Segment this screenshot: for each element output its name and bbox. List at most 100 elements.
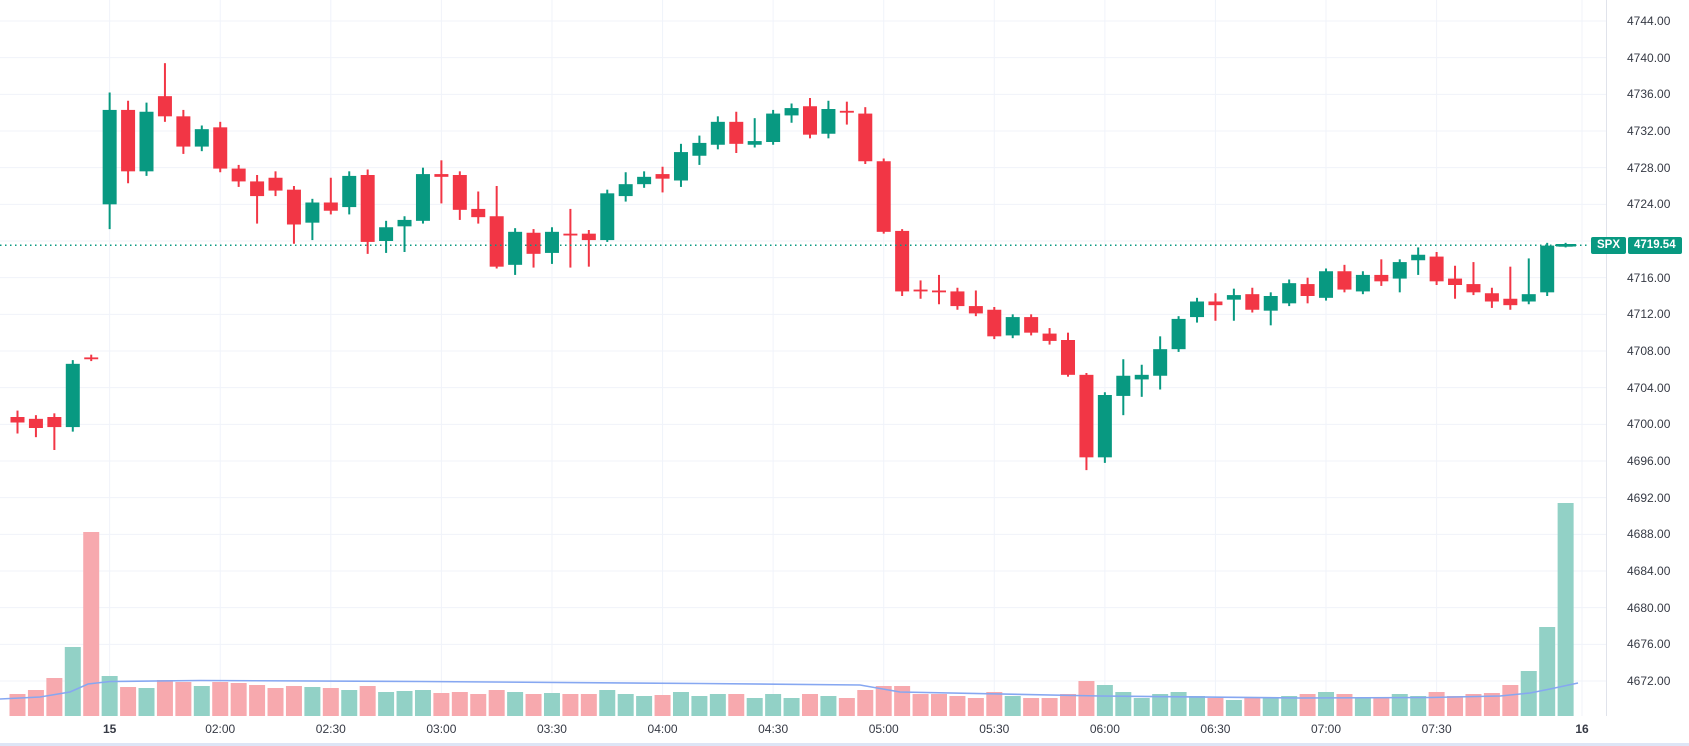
volume-bar[interactable] xyxy=(64,647,81,716)
candle[interactable] xyxy=(839,110,854,113)
candle[interactable] xyxy=(1337,271,1352,290)
volume-bar[interactable] xyxy=(691,696,708,716)
volume-bar[interactable] xyxy=(580,694,597,716)
volume-bar[interactable] xyxy=(156,680,173,716)
candle[interactable] xyxy=(747,141,762,145)
candle[interactable] xyxy=(1411,254,1426,261)
volume-bar[interactable] xyxy=(931,694,947,716)
candle[interactable] xyxy=(1448,278,1463,285)
candle[interactable] xyxy=(1319,271,1334,298)
volume-bar[interactable] xyxy=(1207,698,1224,716)
volume-bar[interactable] xyxy=(636,696,653,716)
volume-bar[interactable] xyxy=(1502,685,1519,716)
volume-bar[interactable] xyxy=(322,688,339,716)
candle[interactable] xyxy=(397,219,412,227)
volume-bar[interactable] xyxy=(654,695,671,716)
volume-bar[interactable] xyxy=(1299,694,1316,716)
candle[interactable] xyxy=(1116,375,1131,396)
volume-bar[interactable] xyxy=(1354,698,1371,716)
candle[interactable] xyxy=(950,291,965,307)
candle[interactable] xyxy=(194,129,209,147)
candle[interactable] xyxy=(1245,294,1260,310)
volume-bar[interactable] xyxy=(765,694,782,716)
volume-bar[interactable] xyxy=(1004,696,1021,716)
candle[interactable] xyxy=(1005,317,1020,336)
volume-bar[interactable] xyxy=(967,698,984,716)
candle[interactable] xyxy=(821,109,836,134)
candle[interactable] xyxy=(305,202,320,223)
candle[interactable] xyxy=(784,108,799,116)
candle[interactable] xyxy=(434,174,449,177)
candle[interactable] xyxy=(913,289,928,292)
volume-bar[interactable] xyxy=(101,676,118,716)
volume-bar[interactable] xyxy=(267,688,284,716)
candle[interactable] xyxy=(673,152,688,181)
volume-bar[interactable] xyxy=(543,693,560,716)
volume-bar[interactable] xyxy=(1318,692,1335,716)
candle[interactable] xyxy=(139,111,154,172)
candle[interactable] xyxy=(858,113,873,162)
candle[interactable] xyxy=(1374,274,1389,282)
candle[interactable] xyxy=(729,121,744,144)
candle[interactable] xyxy=(600,193,615,241)
volume-bar[interactable] xyxy=(1225,700,1242,716)
price-axis[interactable]: 4744.00 4740.00 4736.00 4732.00 4728.00 4724.… xyxy=(1606,0,1689,716)
volume-bar[interactable] xyxy=(1078,681,1095,716)
candle[interactable] xyxy=(176,116,191,147)
volume-bar[interactable] xyxy=(728,694,745,716)
candle[interactable] xyxy=(1153,349,1168,376)
candle[interactable] xyxy=(1024,317,1039,333)
volume-bar[interactable] xyxy=(875,686,892,716)
candle[interactable] xyxy=(231,168,246,182)
candle[interactable] xyxy=(471,208,486,218)
candle[interactable] xyxy=(1171,318,1186,350)
candle[interactable] xyxy=(10,417,25,423)
candle[interactable] xyxy=(84,357,99,360)
volume-bar[interactable] xyxy=(507,692,524,716)
candle[interactable] xyxy=(102,109,117,205)
candle[interactable] xyxy=(342,175,357,208)
volume-bar[interactable] xyxy=(433,693,450,716)
candle[interactable] xyxy=(710,121,725,145)
volume-bar[interactable] xyxy=(857,690,874,716)
candle[interactable] xyxy=(655,174,670,179)
volume-bar[interactable] xyxy=(359,686,376,716)
volume-bar[interactable] xyxy=(1447,696,1464,716)
volume-bar[interactable] xyxy=(562,694,579,716)
candle[interactable] xyxy=(508,231,523,265)
volume-bar[interactable] xyxy=(783,698,800,716)
candle[interactable] xyxy=(987,309,1002,337)
volume-bar[interactable] xyxy=(1262,698,1279,716)
candle[interactable] xyxy=(250,181,265,197)
volume-bar[interactable] xyxy=(1428,692,1445,716)
candle[interactable] xyxy=(618,184,633,197)
candle[interactable] xyxy=(1263,296,1278,311)
volume-bar[interactable] xyxy=(912,694,929,716)
candle[interactable] xyxy=(895,230,910,292)
volume-bar[interactable] xyxy=(1244,698,1261,716)
volume-bar[interactable] xyxy=(599,690,616,716)
volume-bar[interactable] xyxy=(378,692,395,716)
candle[interactable] xyxy=(1282,283,1297,304)
volume-bar[interactable] xyxy=(672,692,689,716)
candle[interactable] xyxy=(1079,374,1094,458)
volume-bar[interactable] xyxy=(304,687,321,716)
candle[interactable] xyxy=(47,417,62,428)
candle[interactable] xyxy=(157,96,172,117)
candle[interactable] xyxy=(1503,298,1518,306)
volume-bar[interactable] xyxy=(1281,696,1298,716)
volume-bar[interactable] xyxy=(820,696,837,716)
candle[interactable] xyxy=(415,174,430,221)
candle[interactable] xyxy=(1484,293,1499,302)
candle[interactable] xyxy=(932,290,946,293)
volume-bar[interactable] xyxy=(120,687,137,716)
volume-bar[interactable] xyxy=(525,694,542,716)
volume-bar[interactable] xyxy=(1060,694,1077,716)
volume-bar[interactable] xyxy=(230,683,247,716)
volume-bar[interactable] xyxy=(470,694,487,716)
volume-bar[interactable] xyxy=(83,532,100,716)
candle[interactable] xyxy=(1521,294,1536,302)
volume-bar[interactable] xyxy=(396,691,413,716)
volume-bar[interactable] xyxy=(285,686,302,716)
plot-svg[interactable] xyxy=(0,0,1606,746)
